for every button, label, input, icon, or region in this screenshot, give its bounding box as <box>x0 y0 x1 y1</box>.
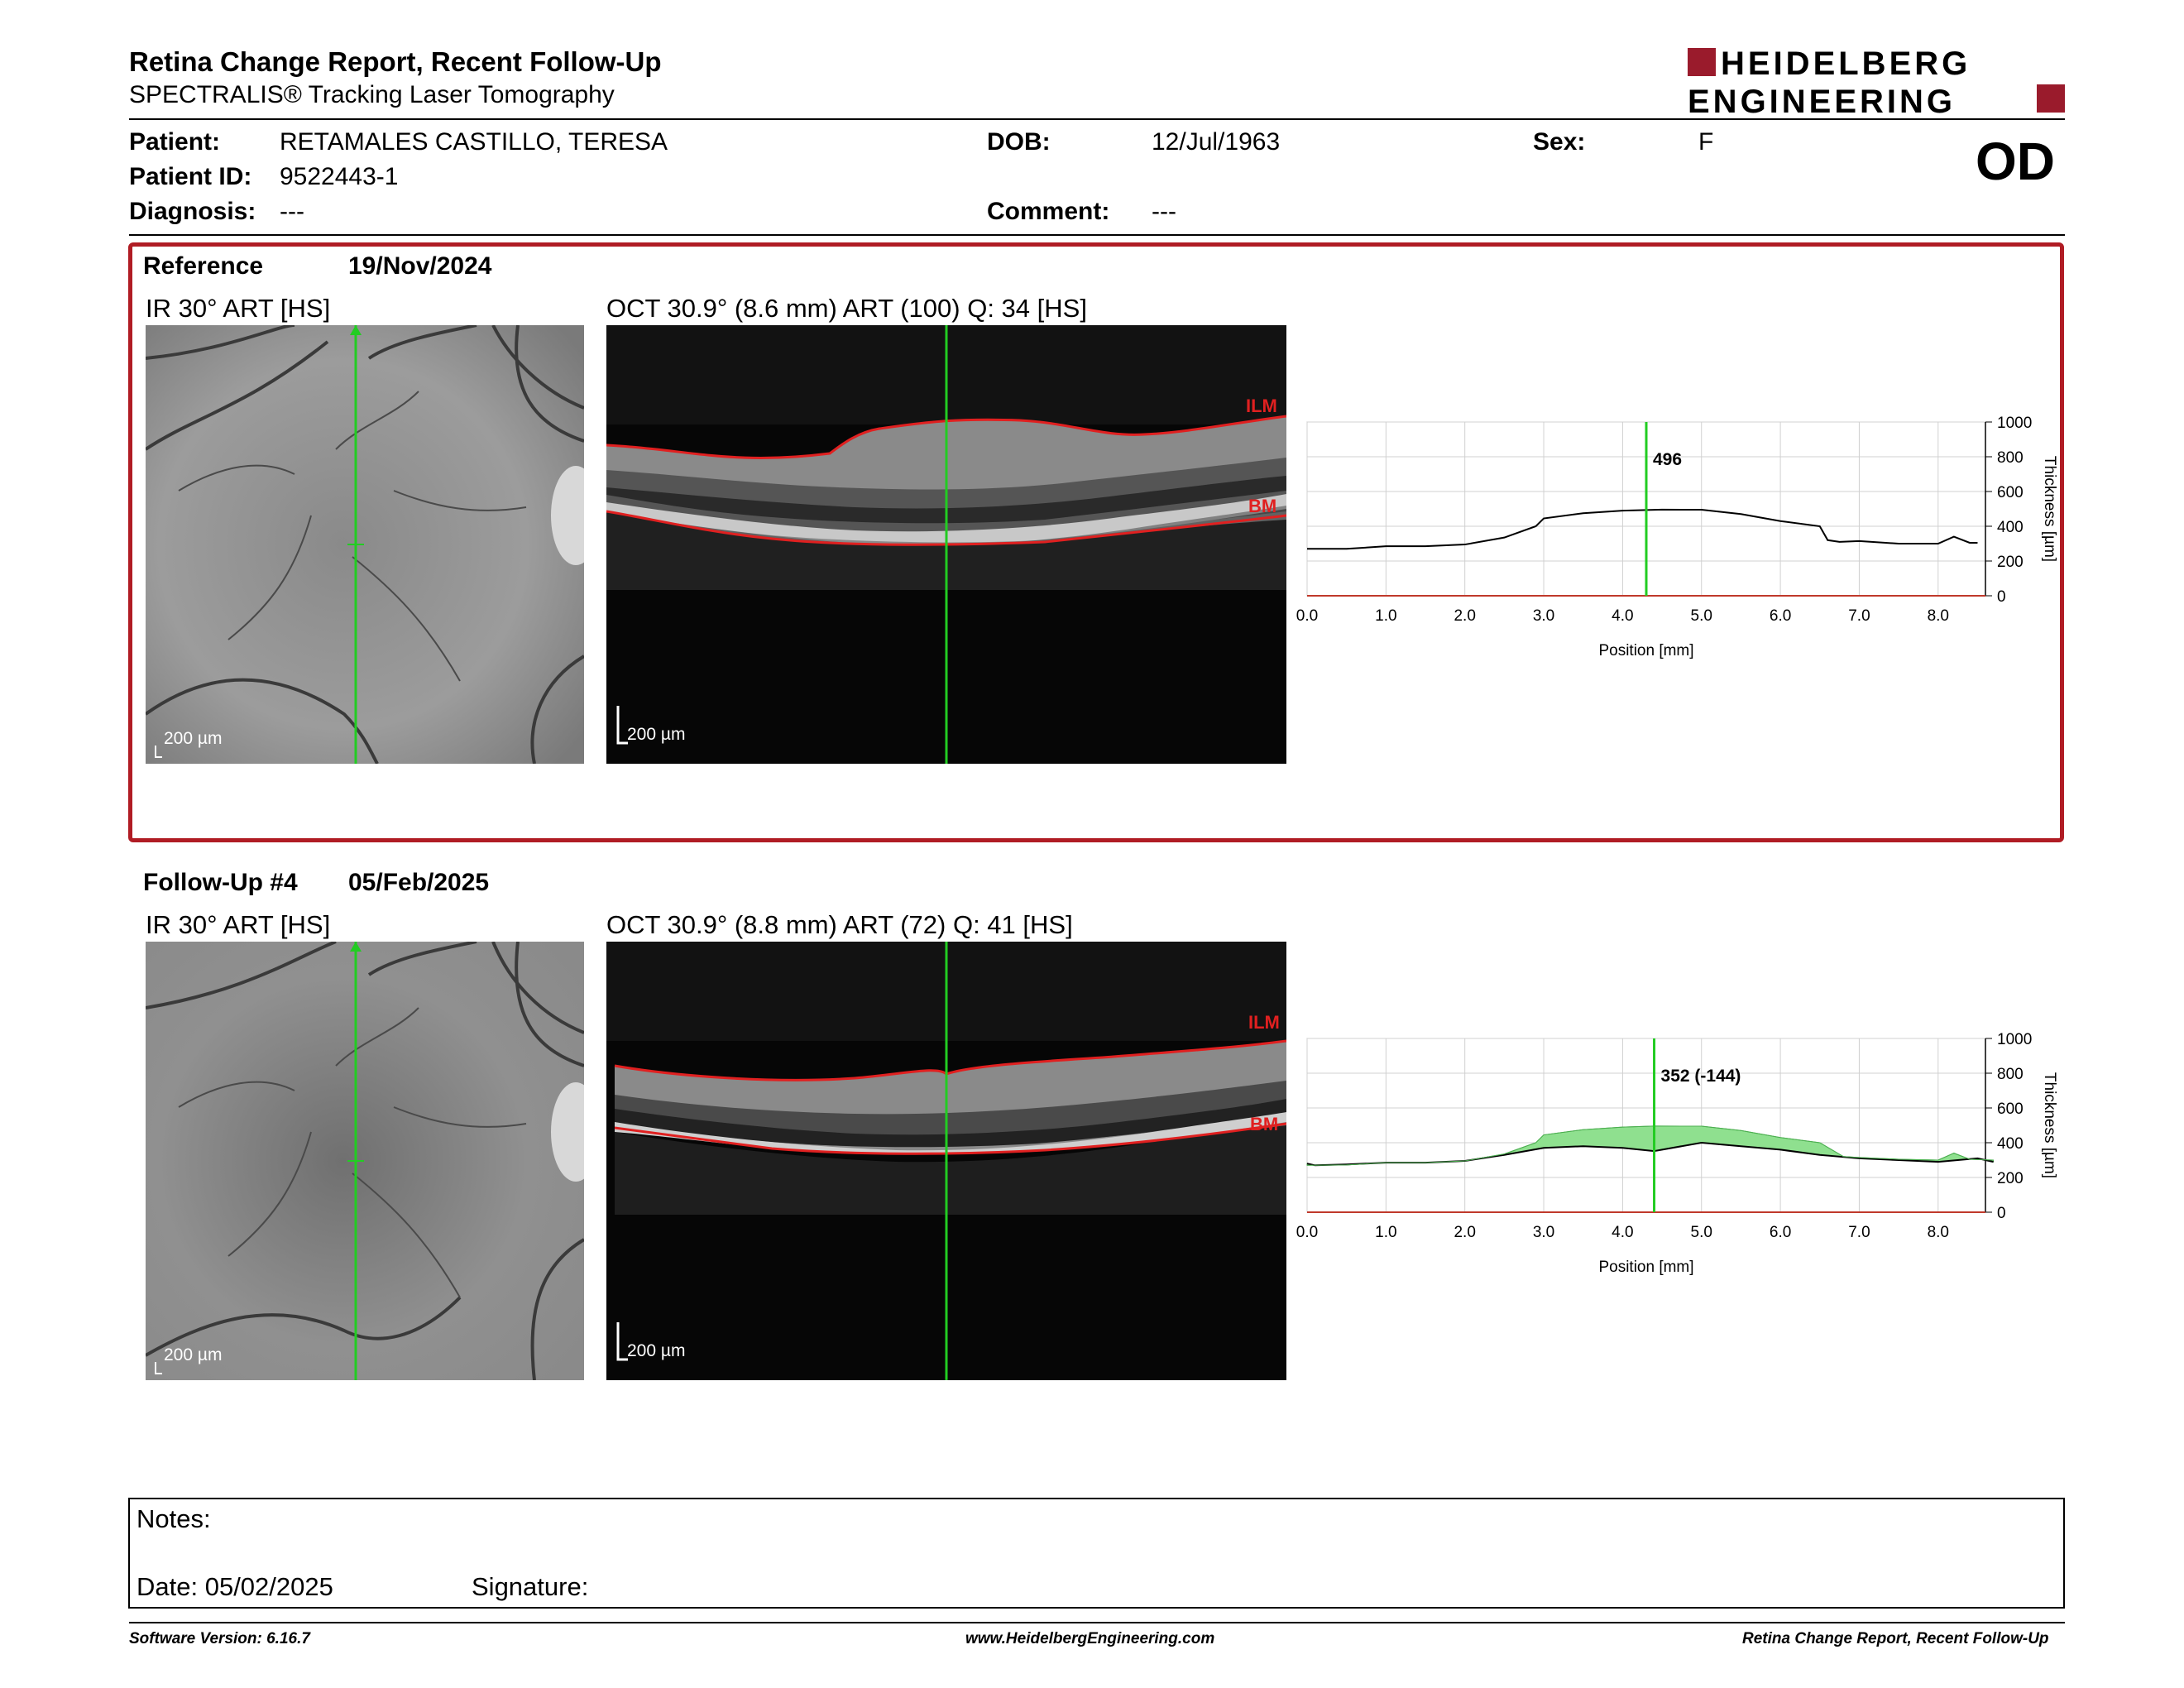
patient-id-label: Patient ID: <box>129 163 252 190</box>
reference-label: Reference <box>143 252 264 280</box>
chart-ytick-label: 200 <box>1997 554 2024 571</box>
chart-xtick-label: 4.0 <box>1612 1224 1633 1241</box>
footer-divider <box>129 1622 2065 1623</box>
chart-plot-area <box>1306 1038 1986 1213</box>
reference-date: 19/Nov/2024 <box>348 252 492 280</box>
footer-software-version: Software Version: 6.16.7 <box>129 1630 310 1647</box>
chart-xtick-label: 5.0 <box>1691 1224 1712 1241</box>
report-subtitle: SPECTRALIS® Tracking Laser Tomography <box>129 81 615 108</box>
report-title: Retina Change Report, Recent Follow-Up <box>129 46 662 77</box>
chart-series-line <box>1306 1125 1994 1166</box>
chart-xtick-label: 3.0 <box>1533 1224 1554 1241</box>
comment-label: Comment: <box>987 198 1110 225</box>
followup-label: Follow-Up #4 <box>143 869 298 896</box>
chart-xtick-label: 2.0 <box>1454 1224 1475 1241</box>
chart-ytick-label: 1000 <box>1997 415 2032 432</box>
date-label: Date: 05/02/2025 <box>136 1572 333 1601</box>
eye-indicator: OD <box>1976 132 2055 191</box>
chart-ytick-label: 0 <box>1997 1205 2006 1222</box>
chart-xtick-label: 1.0 <box>1375 1224 1396 1241</box>
reference-oct-scale: 200 µm <box>627 725 686 744</box>
comment-value: --- <box>1152 198 1176 225</box>
reference-ilm-label: ILM <box>1246 396 1277 416</box>
reference-panel <box>128 242 2064 842</box>
followup-date: 05/Feb/2025 <box>348 869 490 896</box>
chart-ytick-label: 600 <box>1997 1101 2024 1118</box>
reference-bm-label: BM <box>1248 496 1276 516</box>
chart-xtick-label: 7.0 <box>1848 1224 1870 1241</box>
followup-thickness-chart: 0 200 400 600 800 1000 0.0 1.0 2.0 3.0 4.0 5.0 6.0 7.… <box>1291 1022 2085 1295</box>
patient-name: RETAMALES CASTILLO, TERESA <box>280 128 668 156</box>
footer-report-name: Retina Change Report, Recent Follow-Up <box>1742 1630 2049 1647</box>
chart-xtick-label: 6.0 <box>1770 1224 1791 1241</box>
reference-ir-image: 200 µm <box>146 325 584 764</box>
chart-xtick-label: 6.0 <box>1770 607 1791 625</box>
svg-text:HEIDELBERG: HEIDELBERG <box>1721 46 1971 82</box>
chart-ytick-label: 0 <box>1997 588 2006 606</box>
chart-ytick-label: 600 <box>1997 484 2024 501</box>
chart-ylabel: Thickness [µm] <box>2041 456 2058 562</box>
chart-ytick-label: 200 <box>1997 1170 2024 1187</box>
diagnosis-label: Diagnosis: <box>129 198 256 225</box>
chart-ytick-label: 1000 <box>1997 1031 2032 1048</box>
reference-oct-caption: OCT 30.9° (8.6 mm) ART (100) Q: 34 [HS] <box>606 294 1087 323</box>
followup-ir-scale: 200 µm <box>164 1345 223 1364</box>
chart-xtick-label: 2.0 <box>1454 607 1475 625</box>
followup-oct-scale: 200 µm <box>627 1341 686 1360</box>
chart-cursor-label: 352 (-144) <box>1661 1067 1741 1086</box>
followup-oct-caption: OCT 30.9° (8.8 mm) ART (72) Q: 41 [HS] <box>606 910 1073 939</box>
patient-label: Patient: <box>129 128 221 156</box>
reference-thickness-chart: 0 200 400 600 800 1000 0.0 1.0 2.0 3.0 4.0 5.0 6.0 7.… <box>1291 405 2085 679</box>
dob-value: 12/Jul/1963 <box>1152 128 1281 156</box>
heidelberg-logo: HEIDELBERG ENGINEERING <box>1688 46 2065 120</box>
followup-ilm-label: ILM <box>1248 1012 1280 1033</box>
reference-ir-scale: 200 µm <box>164 729 223 748</box>
chart-ylabel: Thickness [µm] <box>2041 1072 2058 1178</box>
notes-label: Notes: <box>136 1504 211 1533</box>
sex-value: F <box>1698 128 1714 156</box>
chart-xtick-label: 5.0 <box>1691 607 1712 625</box>
chart-xtick-label: 4.0 <box>1612 607 1633 625</box>
dob-label: DOB: <box>987 128 1051 156</box>
chart-xtick-label: 8.0 <box>1928 1224 1949 1241</box>
chart-xlabel: Position [mm] <box>1598 642 1693 659</box>
chart-xtick-label: 1.0 <box>1375 607 1396 625</box>
reference-thickness-chart-svg: 0 200 400 600 800 1000 0.0 1.0 2.0 3.0 4.0 5.0 6.0 7.… <box>1296 415 2058 659</box>
chart-xtick-label: 8.0 <box>1928 607 1949 625</box>
chart-xtick-label: 3.0 <box>1533 607 1554 625</box>
followup-bm-label: BM <box>1250 1114 1278 1134</box>
chart-series-line <box>1307 508 1978 550</box>
svg-text:ENGINEERING: ENGINEERING <box>1688 84 1956 116</box>
notes-box[interactable]: Notes: Date: 05/02/2025 Signature: <box>128 1498 2065 1609</box>
chart-ytick-label: 400 <box>1997 519 2024 536</box>
sex-label: Sex: <box>1533 128 1586 156</box>
followup-oct-image: ILM BM 200 µm <box>606 942 1286 1380</box>
signature-label: Signature: <box>472 1572 589 1601</box>
reference-oct-image: ILM BM 200 µm <box>606 325 1286 764</box>
chart-cursor-label: 496 <box>1653 450 1682 469</box>
followup-ir-image: 200 µm <box>146 942 584 1380</box>
chart-ytick-label: 800 <box>1997 1066 2024 1083</box>
patient-divider <box>129 234 2065 236</box>
chart-xtick-label: 0.0 <box>1296 1224 1318 1241</box>
followup-thickness-chart-svg: 0 200 400 600 800 1000 0.0 1.0 2.0 3.0 4.0 5.0 6.0 7.… <box>1296 1031 2058 1276</box>
reference-ir-caption: IR 30° ART [HS] <box>146 294 331 323</box>
header-divider <box>129 118 2065 120</box>
diagnosis-value: --- <box>280 198 304 225</box>
followup-ir-caption: IR 30° ART [HS] <box>146 910 331 939</box>
chart-ytick-label: 800 <box>1997 449 2024 467</box>
chart-xlabel: Position [mm] <box>1598 1259 1693 1276</box>
patient-id-value: 9522443-1 <box>280 163 399 190</box>
chart-xtick-label: 7.0 <box>1848 607 1870 625</box>
chart-ytick-label: 400 <box>1997 1135 2024 1153</box>
chart-xtick-label: 0.0 <box>1296 607 1318 625</box>
footer-website-link[interactable]: www.HeidelbergEngineering.com <box>965 1630 1215 1647</box>
